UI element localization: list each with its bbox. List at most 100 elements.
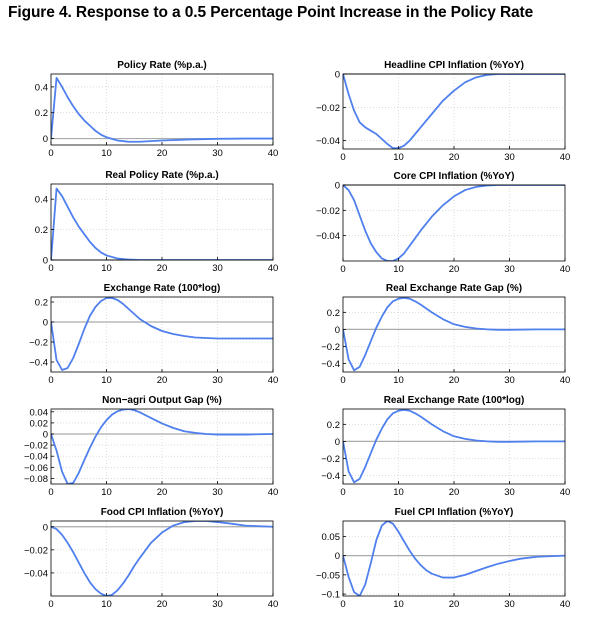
x-tick-label: 30 bbox=[212, 375, 223, 386]
figure-title: Figure 4. Response to a 0.5 Percentage P… bbox=[8, 4, 534, 21]
x-tick-label: 10 bbox=[101, 487, 112, 498]
y-tick-label: 0.02 bbox=[30, 418, 49, 429]
panel-9: 0 10 20 30 40 0 −0.02 −0.04 Food CPI Inflation (… bbox=[24, 507, 278, 610]
x-tick-label: 40 bbox=[268, 599, 279, 610]
y-tick-label: −0.04 bbox=[316, 231, 340, 242]
x-tick-label: 0 bbox=[340, 152, 345, 163]
x-tick-label: 40 bbox=[268, 375, 279, 386]
y-tick-label: −0.04 bbox=[24, 452, 48, 463]
x-tick-label: 20 bbox=[157, 148, 168, 159]
x-tick-label: 20 bbox=[449, 599, 460, 610]
y-tick-label: −0.06 bbox=[24, 463, 48, 474]
x-tick-label: 0 bbox=[340, 375, 345, 386]
y-tick-label: 0 bbox=[43, 318, 48, 329]
series-line bbox=[51, 521, 273, 596]
y-tick-label: −0.02 bbox=[316, 103, 340, 114]
y-tick-label: −0.2 bbox=[321, 342, 340, 353]
x-tick-label: 40 bbox=[560, 487, 571, 498]
series-line bbox=[343, 185, 565, 261]
x-tick-label: 30 bbox=[212, 487, 223, 498]
y-tick-label: −0.02 bbox=[24, 441, 48, 452]
x-tick-label: 20 bbox=[449, 264, 460, 275]
x-tick-label: 10 bbox=[393, 152, 404, 163]
y-tick-label: 0.2 bbox=[35, 225, 48, 236]
x-tick-label: 0 bbox=[48, 148, 53, 159]
x-tick-label: 40 bbox=[560, 599, 571, 610]
y-tick-label: 0 bbox=[43, 430, 48, 441]
x-tick-label: 20 bbox=[157, 487, 168, 498]
x-tick-label: 0 bbox=[48, 599, 53, 610]
y-tick-label: −0.4 bbox=[321, 471, 340, 482]
panel-title: Headline CPI Inflation (%YoY) bbox=[384, 60, 524, 71]
x-tick-label: 20 bbox=[157, 263, 168, 274]
y-tick-label: 0.04 bbox=[30, 407, 49, 418]
panel-7: 0 10 20 30 400.040.020−0.02−0.04−0.06−0.08No… bbox=[24, 395, 278, 498]
y-tick-label: 0 bbox=[335, 70, 340, 81]
axes-box bbox=[50, 183, 274, 261]
x-tick-label: 40 bbox=[268, 487, 279, 498]
panel-title: Policy Rate (%p.a.) bbox=[117, 60, 206, 71]
y-tick-label: 0 bbox=[335, 181, 340, 192]
panel-title: Real Exchange Rate (100*log) bbox=[384, 395, 525, 406]
x-tick-label: 10 bbox=[393, 264, 404, 275]
x-tick-label: 30 bbox=[504, 375, 515, 386]
x-tick-label: 10 bbox=[101, 148, 112, 159]
y-tick-label: 0.2 bbox=[327, 308, 340, 319]
y-tick-label: 0 bbox=[335, 437, 340, 448]
x-tick-label: 20 bbox=[449, 152, 460, 163]
panel-3: 0 10 20 30 40 0 0.2 0.4 Real Policy Rate (%p.a.) bbox=[35, 170, 279, 274]
y-tick-label: −0.4 bbox=[321, 359, 340, 370]
x-tick-label: 10 bbox=[393, 375, 404, 386]
x-tick-label: 10 bbox=[393, 487, 404, 498]
x-tick-label: 30 bbox=[212, 263, 223, 274]
panel-title: Real Policy Rate (%p.a.) bbox=[105, 170, 218, 181]
y-tick-label: 0.2 bbox=[35, 298, 48, 309]
y-tick-label: −0.4 bbox=[29, 358, 48, 369]
x-tick-label: 20 bbox=[157, 375, 168, 386]
x-tick-label: 20 bbox=[157, 599, 168, 610]
x-tick-label: 0 bbox=[48, 375, 53, 386]
panel-1: 0 10 20 30 40 0 0.2 0.4 Policy Rate (%p.a.) bbox=[35, 60, 279, 159]
x-tick-label: 0 bbox=[48, 487, 53, 498]
y-tick-label: 0.2 bbox=[327, 420, 340, 431]
panel-title: Core CPI Inflation (%YoY) bbox=[394, 171, 515, 182]
y-tick-label: −0.02 bbox=[316, 206, 340, 217]
x-tick-label: 40 bbox=[560, 264, 571, 275]
panel-8: 0 10 20 30 40 0.2 0 −0.2 −0.4 Real Exchange Rate … bbox=[321, 395, 570, 498]
panel-title: Real Exchange Rate Gap (%) bbox=[386, 283, 522, 294]
y-tick-label: 0 bbox=[43, 256, 48, 267]
x-tick-label: 40 bbox=[268, 148, 279, 159]
y-tick-label: 0 bbox=[43, 134, 48, 145]
y-tick-label: −0.2 bbox=[321, 454, 340, 465]
x-tick-label: 0 bbox=[340, 599, 345, 610]
y-tick-label: 0.05 bbox=[322, 532, 341, 543]
x-tick-label: 30 bbox=[504, 487, 515, 498]
y-tick-label: −0.1 bbox=[321, 590, 340, 601]
series-line bbox=[51, 187, 273, 260]
y-tick-label: −0.04 bbox=[316, 136, 340, 147]
panel-4: 0 10 20 30 40 0 −0.02 −0.04 Core CPI Inflation (… bbox=[316, 171, 570, 275]
y-tick-label: 0 bbox=[43, 522, 48, 533]
y-tick-label: −0.02 bbox=[24, 545, 48, 556]
y-tick-label: −0.08 bbox=[24, 474, 48, 485]
x-tick-label: 10 bbox=[101, 375, 112, 386]
x-tick-label: 30 bbox=[212, 148, 223, 159]
y-tick-label: −0.04 bbox=[24, 568, 48, 579]
x-tick-label: 40 bbox=[560, 375, 571, 386]
y-tick-label: −0.2 bbox=[29, 338, 48, 349]
x-tick-label: 30 bbox=[504, 264, 515, 275]
x-tick-label: 10 bbox=[101, 263, 112, 274]
panel-6: 0 10 20 30 40 0.2 0 −0.2 −0.4 Real Exchange Rate … bbox=[321, 283, 570, 386]
panel-title: Food CPI Inflation (%YoY) bbox=[101, 507, 224, 518]
panel-title: Fuel CPI Inflation (%YoY) bbox=[395, 507, 514, 518]
series-line bbox=[51, 297, 273, 371]
x-tick-label: 10 bbox=[393, 599, 404, 610]
x-tick-label: 0 bbox=[48, 263, 53, 274]
x-tick-label: 0 bbox=[340, 264, 345, 275]
x-tick-label: 40 bbox=[560, 152, 571, 163]
series-line bbox=[51, 409, 273, 484]
x-tick-label: 30 bbox=[504, 599, 515, 610]
y-tick-label: 0 bbox=[335, 325, 340, 336]
panel-2: 0 10 20 30 40 0 −0.02 −0.04 Headline CPI Inflati… bbox=[316, 60, 570, 163]
